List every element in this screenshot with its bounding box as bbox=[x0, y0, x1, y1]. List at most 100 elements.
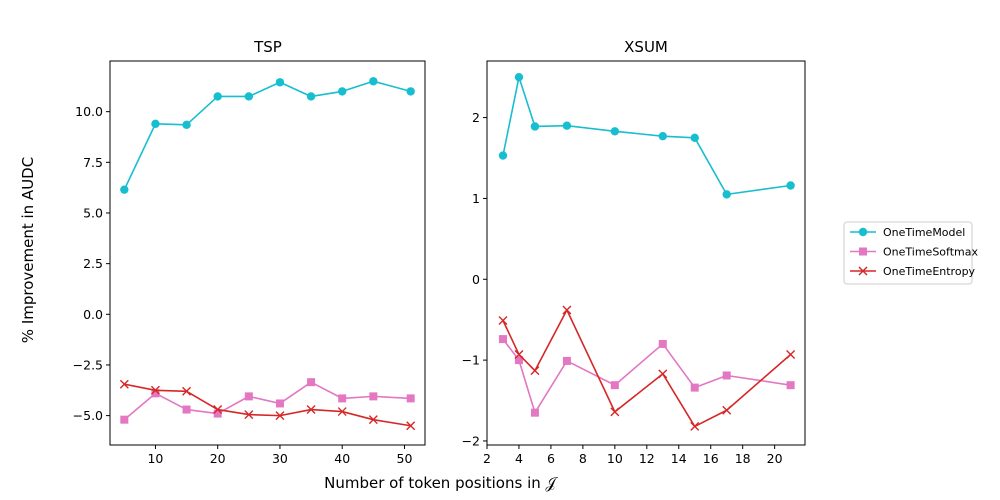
tsp-onetimesoftmax-point bbox=[338, 394, 347, 403]
xsum-onetimesoftmax-point bbox=[786, 381, 795, 390]
legend-onetimesoftmax-label: OneTimeSoftmax bbox=[883, 246, 978, 259]
xsum-onetimemodel-point bbox=[514, 72, 524, 82]
tsp-onetimemodel-point bbox=[369, 77, 378, 86]
legend: OneTimeModel OneTimeSoftmax OneTimeEntropy bbox=[843, 221, 978, 285]
tsp-onetimeentropy-point bbox=[306, 405, 316, 415]
xsum-onetimeentropy-point-stroke-b bbox=[658, 369, 668, 379]
tsp-onetimesoftmax-point bbox=[244, 392, 253, 401]
xsum-onetimemodel-point bbox=[610, 127, 620, 136]
tsp-onetimemodel-point bbox=[244, 92, 254, 101]
tsp-onetimemodel-point bbox=[213, 92, 222, 101]
xsum-onetimeentropy-point-stroke-b bbox=[498, 316, 508, 325]
xsum-onetimeentropy-line bbox=[502, 309, 792, 428]
xsum-onetimeentropy-point-stroke-b bbox=[530, 366, 540, 376]
xsum-onetimesoftmax-point bbox=[498, 335, 507, 344]
tsp-onetimeentropy-point bbox=[119, 379, 129, 389]
xsum-onetimeentropy-point-stroke-b bbox=[722, 405, 732, 415]
legend-onetimeentropy-marker-stroke-b bbox=[858, 266, 868, 276]
y-axis-label: % Improvement in AUDC bbox=[19, 157, 37, 343]
tsp-ytick-label: −5.0 bbox=[73, 408, 103, 423]
tsp-onetimeentropy-point bbox=[368, 415, 378, 425]
xsum-xtick-label: 2 bbox=[483, 451, 491, 466]
tsp-onetimeentropy-point-stroke-b bbox=[213, 405, 223, 415]
tsp-onetimesoftmax-point bbox=[151, 389, 160, 398]
tsp-ytick-label: −2.5 bbox=[73, 357, 103, 372]
tsp-onetimeentropy-point bbox=[406, 421, 416, 431]
xsum-onetimesoftmax-point bbox=[658, 339, 667, 348]
xsum-onetimesoftmax-point bbox=[562, 356, 571, 365]
tsp-onetimesoftmax-point bbox=[307, 378, 316, 387]
tsp-onetimeentropy-point bbox=[182, 386, 192, 396]
xsum-ytick-label: −2 bbox=[462, 433, 480, 448]
tsp-xtick-label: 30 bbox=[272, 451, 288, 466]
tsp-onetimeentropy-point bbox=[337, 407, 347, 417]
tsp-ticks: 10 20 30 40 50 −5.0 −2.5 0.0 2.5 5.0 7.5 10.0 bbox=[73, 104, 413, 466]
xsum-data-marks bbox=[498, 72, 796, 431]
tsp-panel: TSP 10 20 30 40 50 −5.0 −2.5 0.0 2.5 5.0 7.5 10.0 bbox=[73, 38, 426, 466]
xsum-onetimemodel-point bbox=[562, 121, 572, 130]
tsp-onetimemodel-point bbox=[120, 185, 129, 194]
xsum-onetimeentropy-point bbox=[514, 349, 524, 359]
tsp-onetimesoftmax-point bbox=[275, 399, 284, 408]
xsum-ytick-label: 0 bbox=[472, 272, 480, 287]
tsp-onetimeentropy-point-stroke-b bbox=[306, 405, 316, 415]
legend-frame bbox=[843, 221, 973, 285]
tsp-onetimesoftmax-point bbox=[406, 394, 415, 403]
xsum-onetimesoftmax-point bbox=[722, 371, 731, 380]
legend-entries: OneTimeModel OneTimeSoftmax OneTimeEntropy bbox=[850, 226, 978, 278]
tsp-xtick-label: 50 bbox=[397, 451, 413, 466]
tsp-onetimemodel-point bbox=[182, 120, 191, 130]
legend-onetimemodel-label: OneTimeModel bbox=[883, 226, 965, 239]
tsp-onetimeentropy-point-stroke-b bbox=[119, 379, 129, 389]
xsum-xtick-label: 10 bbox=[607, 451, 623, 466]
xsum-onetimeentropy-point bbox=[690, 421, 700, 431]
xsum-xtick-label: 6 bbox=[547, 451, 555, 466]
xsum-onetimemodel-line bbox=[502, 76, 791, 196]
tsp-onetimeentropy-point-stroke-b bbox=[406, 421, 416, 431]
tsp-onetimesoftmax-point bbox=[182, 405, 191, 414]
xsum-onetimesoftmax-point bbox=[690, 383, 699, 392]
tsp-onetimeentropy-line bbox=[124, 383, 411, 427]
tsp-onetimesoftmax-point bbox=[120, 415, 129, 424]
xsum-onetimeentropy-point bbox=[722, 405, 732, 415]
tsp-onetimeentropy-point-stroke-b bbox=[182, 386, 192, 396]
xsum-xtick-label: 18 bbox=[735, 451, 751, 466]
tsp-ytick-label: 10.0 bbox=[75, 104, 103, 119]
tsp-onetimeentropy-point-stroke-b bbox=[244, 410, 254, 420]
tsp-onetimemodel-point bbox=[406, 87, 415, 96]
tsp-ytick-label: 7.5 bbox=[83, 155, 103, 170]
xsum-onetimemodel-point bbox=[530, 122, 540, 131]
tsp-onetimeentropy-point-stroke-b bbox=[275, 411, 285, 421]
xsum-onetimemodel-point bbox=[658, 131, 667, 141]
tsp-xtick-label: 20 bbox=[210, 451, 226, 466]
tsp-xtick-label: 40 bbox=[334, 451, 350, 466]
x-axis-label: Number of token positions in 𝒥 bbox=[324, 474, 558, 492]
tsp-plot-frame bbox=[109, 60, 426, 446]
xsum-xtick-label: 4 bbox=[515, 451, 523, 466]
tsp-onetimeentropy-point-stroke-b bbox=[150, 385, 160, 395]
xsum-onetimeentropy-point bbox=[562, 305, 572, 315]
tsp-onetimesoftmax-point bbox=[213, 409, 222, 418]
tsp-ytick-label: 0.0 bbox=[83, 307, 103, 322]
tsp-onetimeentropy-point bbox=[244, 410, 254, 420]
legend-onetimesoftmax-marker bbox=[859, 247, 867, 256]
tsp-onetimemodel-line bbox=[123, 80, 411, 191]
xsum-onetimeentropy-point bbox=[658, 369, 668, 379]
xsum-onetimemodel-point bbox=[786, 181, 795, 190]
tsp-onetimesoftmax-point bbox=[369, 392, 378, 401]
tsp-onetimemodel-point bbox=[338, 87, 347, 96]
tsp-ytick-label: 2.5 bbox=[83, 256, 103, 271]
xsum-onetimemodel-point bbox=[498, 151, 508, 160]
xsum-onetimeentropy-point bbox=[610, 407, 620, 417]
xsum-onetimesoftmax-point bbox=[610, 381, 619, 390]
xsum-title: XSUM bbox=[624, 38, 668, 56]
xsum-onetimeentropy-point-stroke-b bbox=[690, 421, 700, 431]
tsp-onetimeentropy-point-stroke-b bbox=[337, 407, 347, 417]
xsum-onetimeentropy-point-stroke-b bbox=[610, 407, 620, 417]
xsum-onetimesoftmax-point bbox=[530, 408, 539, 417]
xsum-ytick-label: 2 bbox=[472, 110, 480, 125]
tsp-title: TSP bbox=[253, 38, 282, 56]
tsp-onetimemodel-point bbox=[151, 119, 160, 129]
